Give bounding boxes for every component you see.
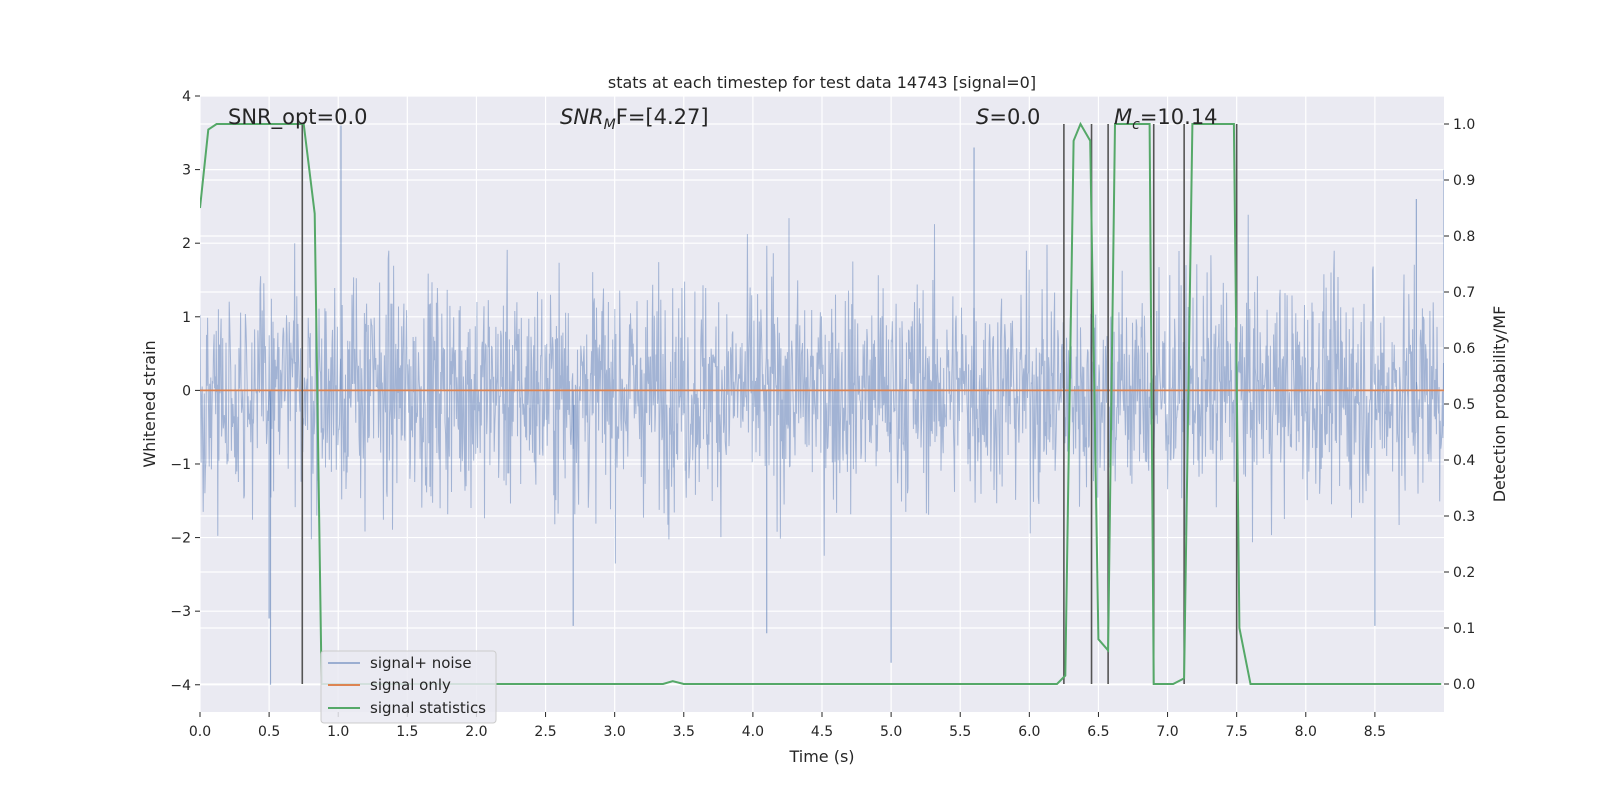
x-tick-label: 4.5	[811, 724, 833, 740]
y-right-tick-label: 0.0	[1453, 677, 1475, 693]
x-tick-label: 5.0	[880, 724, 902, 740]
annotation-snr-mf: SNRMF=[4.27]	[560, 105, 709, 133]
y-axis-left-ticks: 4 3 2 1 0 −1 −2 −3 −4	[170, 89, 200, 694]
annotation-mc: Mc=10.14	[1114, 105, 1218, 133]
x-tick-label: 1.0	[327, 724, 349, 740]
x-tick-label: 3.0	[604, 724, 626, 740]
legend-label-signal-only: signal only	[370, 676, 451, 694]
x-tick-label: 3.5	[673, 724, 695, 740]
y-right-tick-label: 0.6	[1453, 341, 1475, 357]
x-tick-label: 0.5	[258, 724, 280, 740]
signal-statistics-line	[200, 121, 1442, 685]
y-left-tick-label: −2	[170, 531, 191, 547]
legend-box	[320, 650, 497, 724]
legend-label-signal-statistics: signal statistics	[370, 699, 486, 717]
x-tick-label: 4.0	[742, 724, 764, 740]
y-left-tick-label: −4	[170, 678, 191, 694]
x-tick-label: 1.5	[396, 724, 418, 740]
y-right-tick-label: 1.0	[1453, 117, 1475, 133]
annotation-snr-opt: SNR_opt=0.0	[228, 105, 368, 130]
x-tick-label: 2.0	[465, 724, 487, 740]
y-right-tick-label: 0.5	[1453, 397, 1475, 413]
y-left-tick-label: 1	[182, 310, 191, 326]
y-left-tick-label: 2	[182, 236, 191, 252]
x-tick-label: 6.5	[1087, 724, 1109, 740]
x-axis-ticks: 0.0 0.5 1.0 1.5 2.0 2.5 3.0 3.5 4.0 4.5 5.0 5.5 6.0 6…	[189, 712, 1386, 740]
y-left-tick-label: 4	[182, 89, 191, 105]
x-tick-label: 8.0	[1295, 724, 1317, 740]
y-axis-right-ticks: 1.0 0.9 0.8 0.7 0.6 0.5 0.4 0.3 0.2 0.1 0.0	[1444, 117, 1475, 693]
y-right-tick-label: 0.3	[1453, 509, 1475, 525]
annotation-s-stat: S=0.0	[976, 105, 1040, 129]
x-tick-label: 0.0	[189, 724, 211, 740]
x-tick-label: 7.0	[1156, 724, 1178, 740]
y-left-tick-label: 0	[182, 383, 191, 399]
x-tick-label: 5.5	[949, 724, 971, 740]
signal-statistics-series	[200, 121, 1442, 685]
x-tick-label: 6.0	[1018, 724, 1040, 740]
y-left-tick-label: 3	[182, 163, 191, 179]
x-tick-label: 8.5	[1364, 724, 1386, 740]
legend-label-signal-noise: signal+ noise	[370, 654, 472, 672]
y-right-tick-label: 0.8	[1453, 229, 1475, 245]
chart-title: stats at each timestep for test data 147…	[608, 73, 1036, 92]
y-axis-right-label: Detection probability/MF	[1490, 306, 1509, 503]
y-right-tick-label: 0.9	[1453, 173, 1475, 189]
y-right-tick-label: 0.1	[1453, 621, 1475, 637]
x-tick-label: 7.5	[1226, 724, 1248, 740]
y-right-tick-label: 0.4	[1453, 453, 1475, 469]
y-left-tick-label: −3	[170, 604, 191, 620]
x-axis-label: Time (s)	[788, 747, 854, 766]
legend: signal+ noise signal only signal statist…	[320, 650, 497, 724]
y-right-tick-label: 0.7	[1453, 285, 1475, 301]
y-axis-left-label: Whitened strain	[140, 340, 159, 467]
plot-area	[200, 121, 1444, 685]
y-left-tick-label: −1	[170, 457, 191, 473]
y-right-tick-label: 0.2	[1453, 565, 1475, 581]
x-tick-label: 2.5	[534, 724, 556, 740]
